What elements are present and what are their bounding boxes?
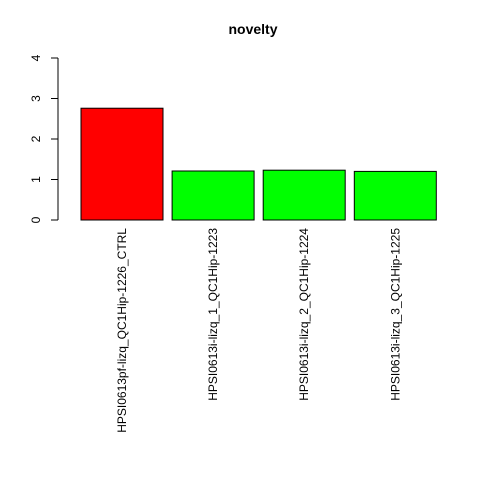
y-tick-label: 0 [29, 216, 43, 223]
y-tick-label: 1 [29, 176, 43, 183]
y-tick-label: 2 [29, 135, 43, 142]
x-tick-label: HPSI0613i-lizq_3_QC1Hip-1225 [388, 228, 402, 401]
bar [262, 169, 346, 221]
x-tick-label: HPSI0613i-lizq_2_QC1Hip-1224 [297, 228, 311, 401]
x-tick-label: HPSI0613i-lizq_1_QC1Hip-1223 [206, 228, 220, 401]
bar [353, 170, 437, 221]
bar [80, 107, 164, 221]
bar [171, 170, 255, 221]
y-tick-label: 4 [29, 54, 43, 61]
x-tick-label: HPSI0613pf-lizq_QC1Hip-1226_CTRL [115, 228, 129, 433]
chart-title: novelty [228, 21, 277, 37]
y-tick-label: 3 [29, 95, 43, 102]
